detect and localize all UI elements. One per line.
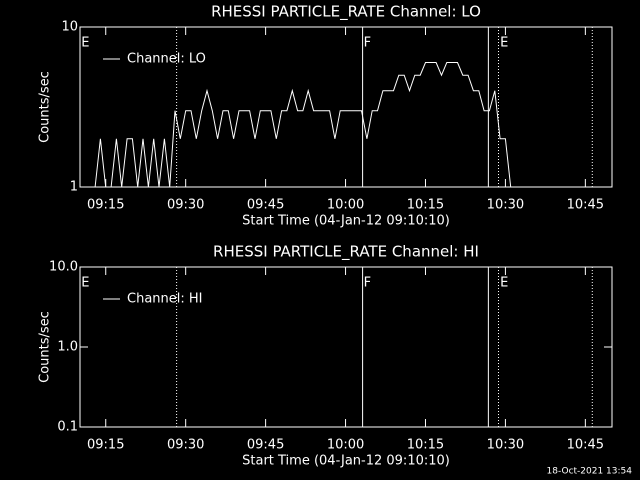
x-tick-label: 10:45 <box>567 198 604 213</box>
x-tick-label: 09:15 <box>87 198 124 213</box>
x-tick-label: 09:30 <box>167 438 204 453</box>
legend-label: Channel: LO <box>127 52 206 67</box>
y-tick-label: 10 <box>61 20 78 35</box>
x-tick-label: 09:45 <box>247 198 284 213</box>
x-tick-label: 09:15 <box>87 438 124 453</box>
data-line <box>94 62 517 188</box>
x-tick-label: 10:00 <box>327 438 364 453</box>
x-axis-label: Start Time (04-Jan-12 09:10:10) <box>242 454 450 469</box>
x-tick-label: 10:30 <box>487 438 524 453</box>
legend-label: Channel: HI <box>127 292 203 307</box>
annotation: E <box>500 276 508 291</box>
chart-title: RHESSI PARTICLE_RATE Channel: HI <box>213 243 479 262</box>
x-tick-label: 10:15 <box>407 438 444 453</box>
annotation: F <box>364 36 371 51</box>
chart-title: RHESSI PARTICLE_RATE Channel: LO <box>211 3 481 22</box>
x-tick-label: 09:45 <box>247 438 284 453</box>
annotation: F <box>364 276 371 291</box>
annotation: E <box>500 36 508 51</box>
y-axis-label: Counts/sec <box>38 71 53 143</box>
x-tick-label: 10:15 <box>407 198 444 213</box>
x-axis-label: Start Time (04-Jan-12 09:10:10) <box>242 214 450 229</box>
y-tick-label: 10.0 <box>49 260 78 275</box>
x-tick-label: 10:30 <box>487 198 524 213</box>
annotation: E <box>81 36 89 51</box>
footer: 18-Oct-2021 13:54 <box>547 467 633 477</box>
y-tick-label: 0.1 <box>57 420 78 435</box>
annotation: E <box>81 276 89 291</box>
x-tick-label: 09:30 <box>167 198 204 213</box>
y-tick-label: 1.0 <box>57 340 78 355</box>
x-tick-label: 10:00 <box>327 198 364 213</box>
y-axis-label: Counts/sec <box>38 311 53 383</box>
x-tick-label: 10:45 <box>567 438 604 453</box>
y-tick-label: 1 <box>70 180 78 195</box>
